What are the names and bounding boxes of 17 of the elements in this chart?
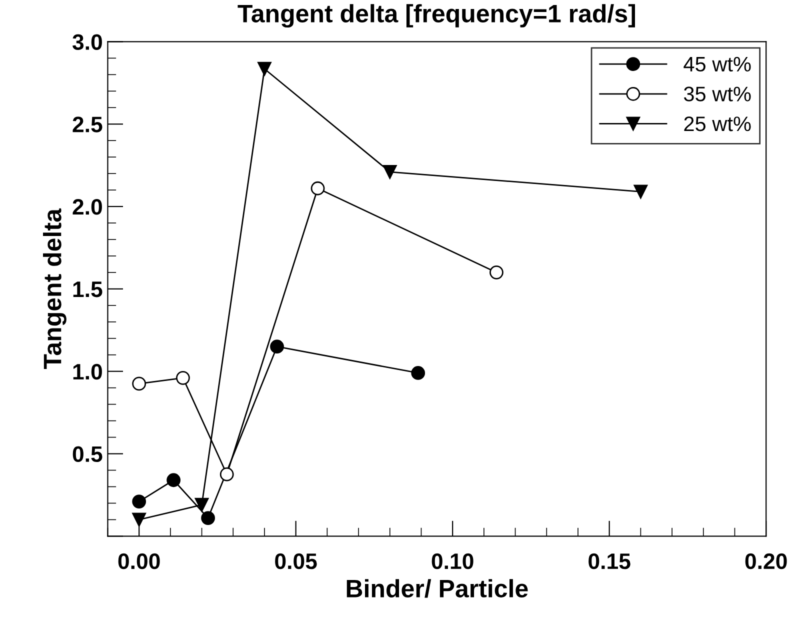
legend-label: 35 wt% — [684, 86, 751, 102]
x-tick-label: 0.00 — [118, 553, 160, 570]
legend-label: 25 wt% — [684, 116, 751, 132]
y-tick-label: 0.5 — [72, 446, 102, 462]
x-tick-label: 0.20 — [745, 553, 787, 570]
y-tick-label: 3.0 — [72, 34, 102, 50]
y-axis-title: Tangent delta — [43, 208, 66, 369]
x-axis-title: Binder/ Particle — [346, 579, 528, 598]
y-tick-label: 1.5 — [73, 282, 102, 298]
x-tick-label: 0.05 — [275, 553, 317, 570]
chart-title: Tangent delta [frequency=1 rad/s] — [238, 4, 635, 28]
y-tick-label: 2.5 — [72, 116, 102, 132]
legend-label: 45 wt% — [684, 56, 751, 72]
x-tick-label: 0.10 — [432, 553, 474, 570]
x-tick-label: 0.15 — [588, 553, 630, 570]
y-tick-label: 2.0 — [72, 199, 102, 215]
y-tick-label: 1.0 — [73, 364, 102, 380]
